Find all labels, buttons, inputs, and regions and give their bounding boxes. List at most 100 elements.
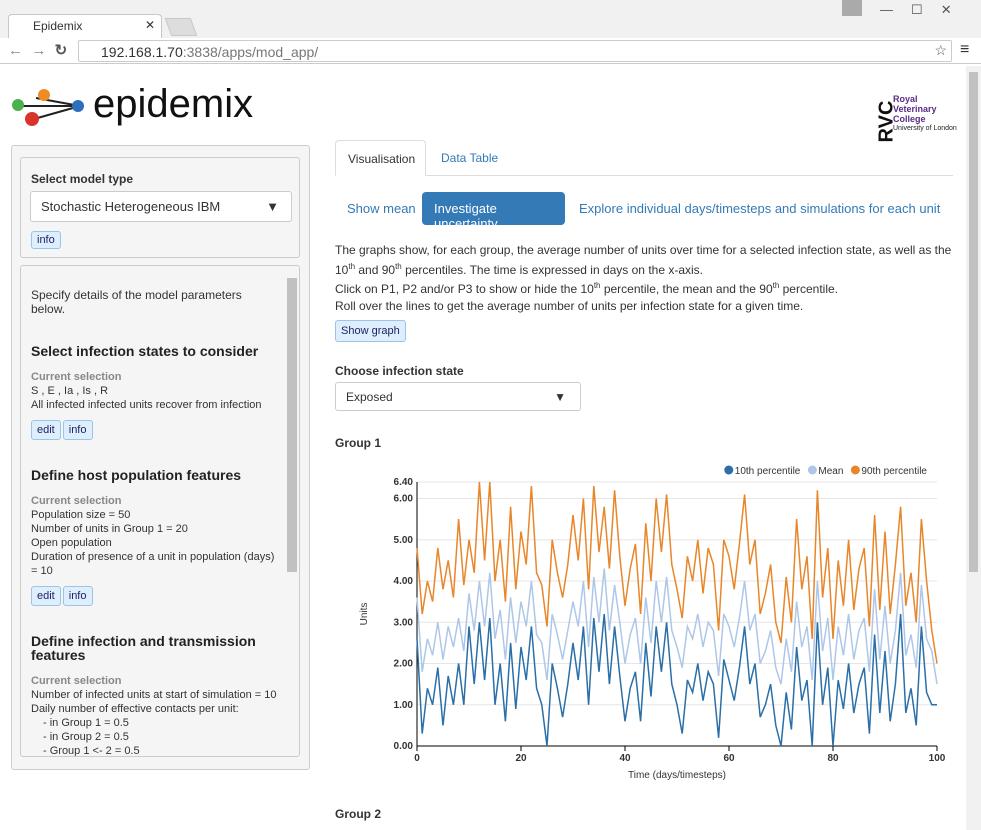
small-button[interactable]: edit bbox=[31, 420, 61, 440]
selection-line: Number of units in Group 1 = 20 bbox=[31, 523, 188, 535]
rvc-logo: Royal Veterinary College University of L… bbox=[893, 94, 957, 134]
x-axis-label: Time (days/timesteps) bbox=[628, 770, 726, 781]
state-label: Choose infection state bbox=[335, 364, 464, 378]
state-value: Exposed bbox=[346, 390, 393, 404]
tab-close[interactable]: ✕ bbox=[144, 18, 155, 32]
small-button[interactable]: info bbox=[62, 420, 93, 440]
legend-swatch bbox=[850, 465, 860, 475]
superscript: th bbox=[772, 281, 780, 290]
superscript: th bbox=[348, 261, 356, 271]
pill-explore[interactable]: Explore individual days/timesteps and si… bbox=[579, 201, 941, 216]
tab-bar: Epidemix ✕ — ☐ ✕ bbox=[0, 0, 981, 38]
model-select[interactable]: Stochastic Heterogeneous IBM ▼ bbox=[30, 191, 292, 222]
selection-line: Daily number of effective contacts per u… bbox=[31, 703, 239, 715]
y-tick-label: 6.00 bbox=[394, 494, 414, 505]
logo-line: College bbox=[893, 114, 926, 124]
current-selection: Current selection bbox=[31, 371, 122, 383]
model-label: Select model type bbox=[31, 172, 134, 186]
x-tick-label: 40 bbox=[619, 753, 631, 764]
y-tick-label: 0.00 bbox=[394, 741, 414, 752]
model-value: Stochastic Heterogeneous IBM bbox=[41, 199, 221, 214]
current-selection: Current selection bbox=[31, 495, 122, 507]
description: The graphs show, for each group, the ave… bbox=[335, 242, 955, 314]
legend-label: 90th percentile bbox=[861, 466, 927, 477]
selection-line: Population size = 50 bbox=[31, 509, 131, 521]
text-run: Click on P1, P2 and/or P3 to show or hid… bbox=[335, 282, 594, 296]
url-host: 192.168.1.70 bbox=[101, 44, 183, 60]
small-button[interactable]: edit bbox=[31, 586, 61, 606]
x-tick-label: 80 bbox=[827, 753, 839, 764]
section-title: Define host population features bbox=[31, 467, 242, 483]
x-tick-label: 20 bbox=[515, 753, 527, 764]
scroll-thumb[interactable] bbox=[969, 72, 978, 572]
y-axis-label: Units bbox=[359, 603, 370, 626]
menu-button[interactable]: ≡ bbox=[960, 41, 970, 58]
nav-buttons[interactable]: ← → ↻ bbox=[8, 42, 68, 59]
new-tab[interactable] bbox=[164, 18, 198, 36]
page-scrollbar[interactable] bbox=[966, 66, 981, 830]
text-run: and 90 bbox=[355, 262, 396, 277]
window-controls[interactable]: — ☐ ✕ bbox=[880, 2, 952, 17]
text-run: percentile, the mean and the 90 bbox=[600, 282, 773, 296]
button-row: edit info bbox=[31, 420, 279, 440]
info-button[interactable]: info bbox=[31, 231, 61, 249]
legend-label: 10th percentile bbox=[735, 466, 801, 477]
show-graph-button[interactable]: Show graph bbox=[335, 320, 406, 342]
section-title: Define infection and transmission featur… bbox=[31, 633, 256, 663]
logo-line: Veterinary bbox=[893, 104, 937, 114]
selection-line: - in Group 1 = 0.5 bbox=[43, 717, 129, 729]
current-selection: Current selection bbox=[31, 675, 122, 687]
group-heading: Group 2 bbox=[335, 807, 382, 821]
brand-name: epidemix bbox=[93, 82, 254, 126]
text-run: percentiles. The time is expressed in da… bbox=[401, 262, 704, 277]
description-line: Click on P1, P2 and/or P3 to show or hid… bbox=[335, 278, 955, 298]
browser-tab[interactable]: Epidemix ✕ bbox=[8, 14, 162, 38]
x-tick-label: 0 bbox=[414, 753, 420, 764]
selection-line: - in Group 2 = 0.5 bbox=[43, 731, 129, 743]
y-tick-label: 1.00 bbox=[394, 700, 414, 711]
user-icon[interactable] bbox=[842, 0, 862, 16]
selection-line: - Group 1 <- 2 = 0.5 bbox=[43, 745, 140, 757]
text-run: Roll over the lines to get the average n… bbox=[335, 298, 804, 313]
series-line bbox=[416, 481, 938, 664]
pill-uncertainty[interactable]: Investigate uncertainty bbox=[422, 192, 565, 231]
series-line bbox=[416, 568, 938, 685]
sections: Select infection states to consider Curre… bbox=[31, 343, 279, 757]
button-row: edit info bbox=[31, 586, 279, 606]
description-line: The graphs show, for each group, the ave… bbox=[335, 242, 955, 278]
panel-scrollbar[interactable] bbox=[287, 278, 297, 572]
y-tick-label: 6.40 bbox=[394, 477, 414, 488]
y-tick-label: 5.00 bbox=[394, 535, 414, 546]
tab-line bbox=[335, 175, 953, 176]
legend-swatch bbox=[807, 465, 817, 475]
superscript: th bbox=[593, 281, 601, 290]
legend-label: Mean bbox=[818, 466, 843, 477]
selection-line: All infected infected units recover from… bbox=[31, 399, 262, 411]
params-intro: Specify details of the model parameters … bbox=[31, 288, 242, 316]
legend-swatch bbox=[724, 465, 734, 475]
params-panel: Specify details of the model parameters … bbox=[20, 265, 300, 757]
tab-data-table[interactable]: Data Table bbox=[441, 151, 499, 165]
logo-line: University of London bbox=[893, 125, 957, 132]
bookmark-star[interactable]: ☆ bbox=[934, 42, 947, 58]
logo-line: Royal bbox=[893, 94, 918, 104]
small-button[interactable]: info bbox=[62, 586, 93, 606]
superscript: th bbox=[395, 261, 402, 271]
y-tick-label: 4.00 bbox=[394, 576, 414, 587]
state-select[interactable]: Exposed ▼ bbox=[335, 382, 581, 411]
address-bar[interactable]: 192.168.1.70:3838/apps/mod_app/ ☆ bbox=[78, 40, 952, 62]
model-panel: Select model type Stochastic Heterogeneo… bbox=[20, 157, 300, 258]
section-title: Select infection states to consider bbox=[31, 343, 259, 359]
x-tick-label: 100 bbox=[929, 753, 946, 764]
selection-line: Number of infected units at start of sim… bbox=[31, 689, 277, 701]
text-run: The graphs show, for each group, the ave… bbox=[335, 243, 952, 277]
description-line: Roll over the lines to get the average n… bbox=[335, 298, 955, 315]
y-tick-label: 2.00 bbox=[394, 659, 414, 670]
tab-visualisation[interactable]: Visualisation bbox=[335, 140, 426, 176]
y-tick-label: 3.00 bbox=[394, 617, 414, 628]
brand-icon bbox=[12, 89, 84, 126]
pill-show-mean[interactable]: Show mean bbox=[347, 201, 416, 216]
text-run: percentile. bbox=[779, 282, 838, 296]
x-tick-label: 60 bbox=[723, 753, 735, 764]
